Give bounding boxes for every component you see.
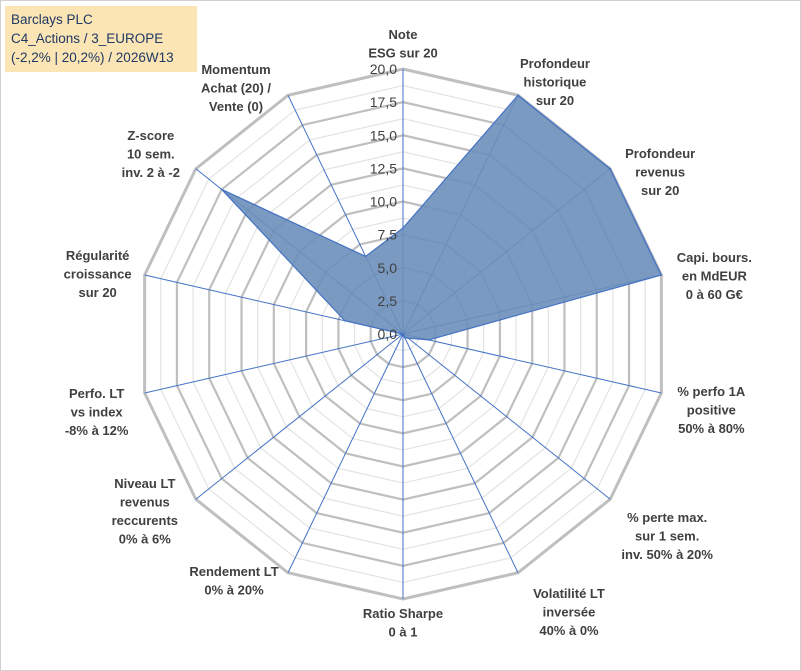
series-point — [428, 339, 430, 341]
axis-label: Rendement LT 0% à 20% — [189, 564, 278, 598]
tick-label: 10,0 — [370, 194, 397, 210]
axis-spoke — [402, 333, 611, 500]
series-point — [517, 94, 519, 97]
axis-label: Momentum Achat (20) / Vente (0) — [201, 62, 271, 114]
tick-label: 7,5 — [378, 227, 398, 243]
series-point — [364, 255, 367, 258]
chart-title-box: Barclays PLC C4_Actions / 3_EUROPE (-2,2… — [5, 6, 197, 72]
tick-label: 17,5 — [370, 94, 397, 110]
axis-label: Ratio Sharpe 0 à 1 — [363, 606, 443, 640]
axis-label: % perte max. sur 1 sem. inv. 50% à 20% — [621, 510, 713, 562]
series-point — [402, 333, 404, 335]
series-point — [407, 337, 409, 339]
axis-spoke — [195, 333, 404, 500]
radar-tick-labels: 0,0 2,5 5,0 7,5 10,0 12,5 15,0 17,5 20,0 — [370, 61, 397, 342]
axis-label: Note ESG sur 20 — [368, 27, 437, 61]
tick-label: 2,5 — [378, 293, 398, 309]
axis-label: Profondeur revenus sur 20 — [625, 146, 695, 198]
title-range-week: (-2,2% | 20,2%) / 2026W13 — [11, 50, 174, 65]
axis-spoke — [287, 333, 404, 573]
radar-axis-labels: Note ESG sur 20 Profondeur historique sur 20… — [64, 27, 752, 640]
title-category: C4_Actions / 3_EUROPE — [11, 31, 164, 46]
axis-label: Profondeur historique sur 20 — [520, 56, 590, 108]
axis-label: Niveau LT revenus reccurents 0% à 6% — [112, 476, 178, 547]
series-point — [344, 319, 346, 322]
axis-label: Z-score 10 sem. inv. 2 à -2 — [122, 128, 180, 180]
series-point — [403, 336, 406, 339]
tick-label: 20,0 — [370, 61, 397, 77]
tick-label: 12,5 — [370, 160, 397, 176]
tick-label: 0,0 — [378, 326, 398, 342]
tick-label: 15,0 — [370, 127, 397, 143]
series-point — [660, 274, 663, 276]
series-point — [220, 188, 223, 191]
axis-label: Régularité croissance sur 20 — [64, 248, 132, 300]
axis-spoke — [402, 333, 662, 394]
axis-label: Capi. bours. en MdEUR 0 à 60 G€ — [677, 250, 752, 302]
radar-series — [220, 94, 663, 341]
axis-label: % perfo 1A positive 50% à 80% — [677, 384, 746, 436]
tick-label: 5,0 — [378, 260, 398, 276]
axis-label: Volatilité LT inversée 40% à 0% — [533, 586, 605, 638]
series-point — [609, 167, 611, 170]
title-company: Barclays PLC — [11, 12, 93, 27]
axis-spoke — [402, 333, 519, 573]
series-point — [402, 227, 404, 229]
axis-spoke — [144, 333, 404, 394]
axis-label: Perfo. LT vs index -8% à 12% — [65, 386, 129, 438]
series-area — [221, 94, 663, 341]
